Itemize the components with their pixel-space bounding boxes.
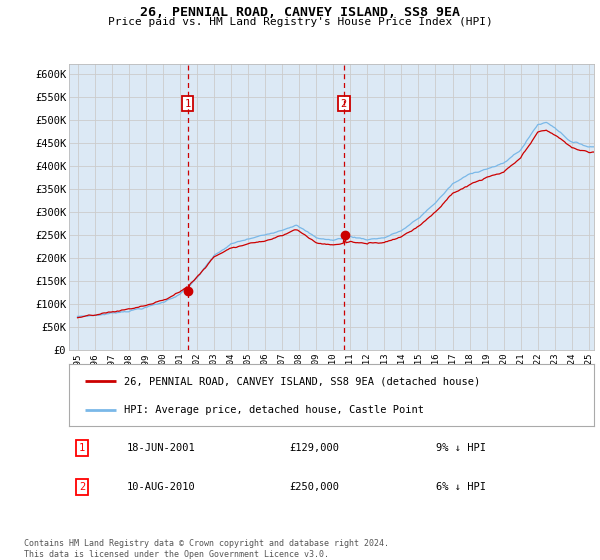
Text: 26, PENNIAL ROAD, CANVEY ISLAND, SS8 9EA: 26, PENNIAL ROAD, CANVEY ISLAND, SS8 9EA <box>140 6 460 18</box>
Text: 18-JUN-2001: 18-JUN-2001 <box>127 443 196 453</box>
Text: 2: 2 <box>341 99 347 109</box>
Text: £129,000: £129,000 <box>290 443 340 453</box>
Text: 1: 1 <box>184 99 191 109</box>
Text: 26, PENNIAL ROAD, CANVEY ISLAND, SS8 9EA (detached house): 26, PENNIAL ROAD, CANVEY ISLAND, SS8 9EA… <box>124 376 481 386</box>
Text: 10-AUG-2010: 10-AUG-2010 <box>127 482 196 492</box>
Text: 6% ↓ HPI: 6% ↓ HPI <box>437 482 487 492</box>
Text: 2: 2 <box>79 482 85 492</box>
Text: £250,000: £250,000 <box>290 482 340 492</box>
Text: 9% ↓ HPI: 9% ↓ HPI <box>437 443 487 453</box>
Text: 1: 1 <box>79 443 85 453</box>
Text: HPI: Average price, detached house, Castle Point: HPI: Average price, detached house, Cast… <box>124 405 424 415</box>
Text: Price paid vs. HM Land Registry's House Price Index (HPI): Price paid vs. HM Land Registry's House … <box>107 17 493 27</box>
Text: Contains HM Land Registry data © Crown copyright and database right 2024.
This d: Contains HM Land Registry data © Crown c… <box>24 539 389 559</box>
